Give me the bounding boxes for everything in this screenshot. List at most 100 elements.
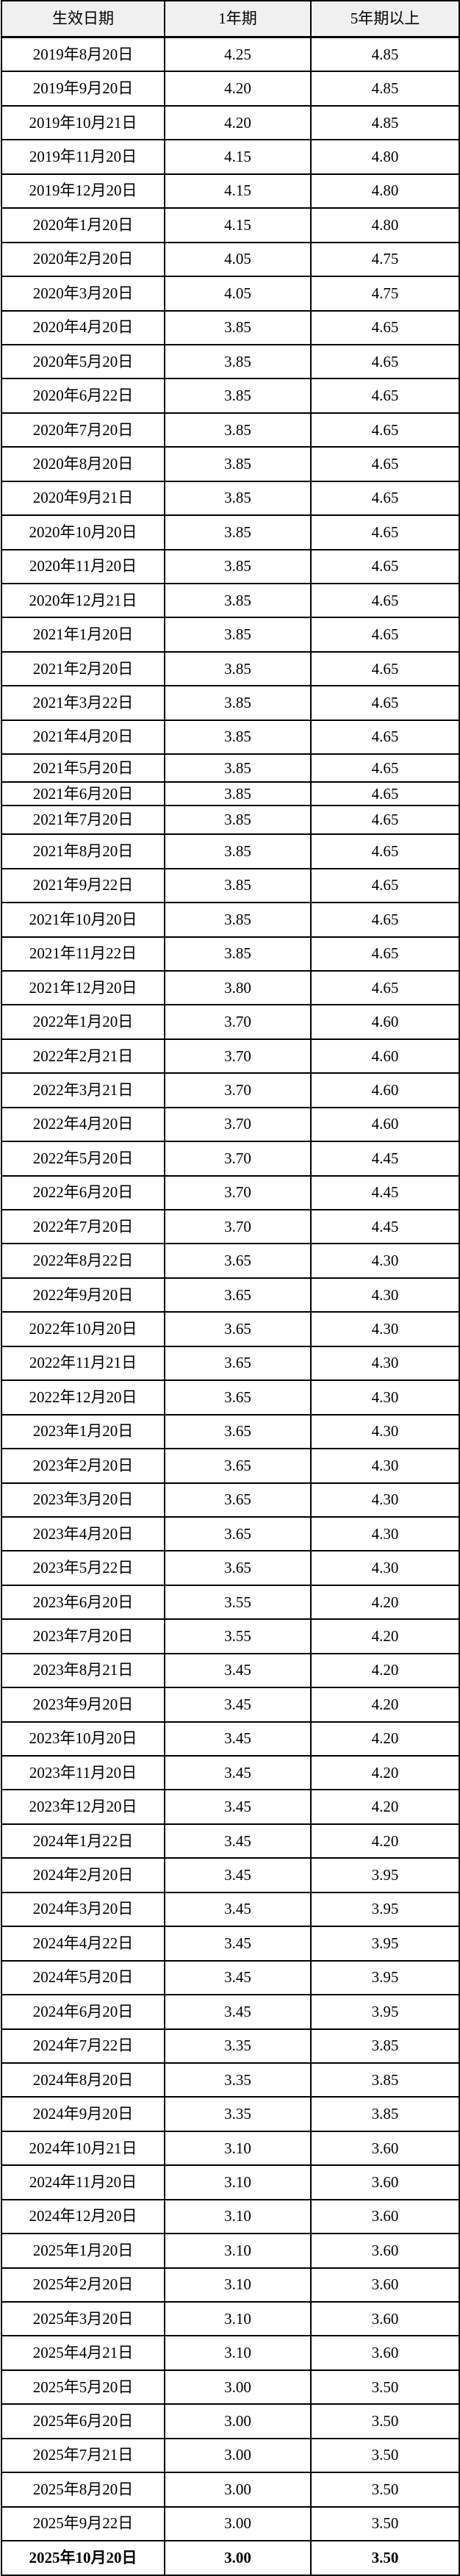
rate-5y-cell: 4.30 [371,1388,399,1406]
rate-1y-cell: 3.00 [165,2473,312,2506]
table-row: 2024年11月20日 3.10 3.60 [2,2166,459,2200]
rate-1y-cell: 3.55 [165,1585,312,1619]
date-cell: 2021年7月20日 [2,806,165,834]
date-cell: 2024年10月21日 [2,2131,165,2165]
table-row: 2022年3月21日 3.70 4.60 [2,1074,459,1108]
date-cell: 2021年4月20日 [2,720,165,754]
rate-1y-cell: 3.45 [165,1892,312,1926]
date-cell: 2021年10月20日 [2,903,165,936]
date-cell: 2021年2月20日 [2,652,165,686]
rate-5y-cell: 4.65 [371,523,399,541]
date-cell: 2022年1月20日 [2,1005,165,1038]
table-row: 2020年7月20日 3.85 4.65 [2,413,459,448]
rate-1y-cell: 3.85 [165,720,312,754]
rate-5y-cell: 4.30 [371,1456,399,1474]
rate-5y-cell: 4.75 [371,250,399,268]
rate-5y-cell: 4.30 [371,1252,399,1270]
table-row: 2022年5月20日 3.70 4.45 [2,1142,459,1177]
date-cell: 2022年7月20日 [2,1210,165,1244]
table-row: 2021年5月20日 3.85 4.65 [2,755,459,783]
rate-1y-cell: 3.70 [165,1210,312,1244]
date-cell: 2023年7月20日 [2,1620,165,1653]
table-row: 2019年8月20日 4.25 4.85 [2,38,459,73]
rate-5y-cell: 4.85 [371,45,399,63]
rate-1y-cell: 4.15 [165,174,312,208]
table-row: 2025年1月20日 3.10 3.60 [2,2234,459,2269]
table-row: 2024年1月22日 3.45 4.20 [2,1824,459,1859]
date-cell: 2022年4月20日 [2,1108,165,1141]
rate-1y-cell: 3.10 [165,2234,312,2267]
rate-5y-cell: 3.85 [371,2070,399,2089]
table-row: 2021年6月20日 3.85 4.65 [2,783,459,807]
date-cell: 2021年3月22日 [2,686,165,720]
rate-1y-cell: 3.10 [165,2268,312,2301]
date-cell: 2021年8月20日 [2,835,165,868]
rate-5y-cell: 4.30 [371,1490,399,1509]
rate-5y-cell: 4.75 [371,284,399,302]
rate-1y-cell: 3.65 [165,1551,312,1585]
date-cell: 2025年2月20日 [2,2268,165,2301]
rate-5y-cell: 4.30 [371,1559,399,1577]
date-cell: 2025年7月21日 [2,2439,165,2472]
table-row: 2021年9月22日 3.85 4.65 [2,869,459,904]
date-cell: 2020年8月20日 [2,448,165,481]
rate-5y-cell: 4.20 [371,1729,399,1748]
table-row: 2023年2月20日 3.65 4.30 [2,1449,459,1484]
rate-5y-cell: 3.95 [371,1900,399,1918]
table-row: 2025年10月20日 3.00 3.50 [2,2541,459,2575]
rate-5y-cell: 4.65 [371,784,399,803]
date-cell: 2020年9月21日 [2,481,165,515]
rate-1y-cell: 3.55 [165,1620,312,1653]
date-cell: 2019年11月20日 [2,140,165,173]
rate-1y-cell: 4.20 [165,106,312,140]
rate-5y-cell: 3.60 [371,2173,399,2191]
table-row: 2021年11月22日 3.85 4.65 [2,937,459,972]
rate-1y-cell: 3.85 [165,550,312,583]
rate-5y-cell: 4.20 [371,1626,399,1645]
table-row: 2022年4月20日 3.70 4.60 [2,1108,459,1143]
rate-5y-cell: 4.65 [371,758,399,777]
rate-5y-cell: 4.65 [371,591,399,609]
table-row: 2021年8月20日 3.85 4.65 [2,835,459,869]
date-cell: 2022年6月20日 [2,1176,165,1209]
rate-5y-cell: 4.30 [371,1285,399,1304]
rate-1y-cell: 3.10 [165,2166,312,2199]
table-row: 2019年11月20日 4.15 4.80 [2,140,459,175]
rate-1y-cell: 3.85 [165,835,312,868]
rate-1y-cell: 3.70 [165,1142,312,1175]
table-row: 2024年6月20日 3.45 3.95 [2,1995,459,2030]
rate-5y-cell: 3.50 [371,2378,399,2396]
table-row: 2023年7月20日 3.55 4.20 [2,1620,459,1654]
rate-5y-cell: 3.95 [371,1968,399,1987]
table-row: 2023年4月20日 3.65 4.30 [2,1517,459,1552]
rate-1y-cell: 3.45 [165,1961,312,1995]
date-cell: 2021年9月22日 [2,869,165,903]
table-row: 2022年1月20日 3.70 4.60 [2,1005,459,1040]
date-cell: 2019年9月20日 [2,72,165,105]
rate-1y-cell: 3.65 [165,1483,312,1516]
date-cell: 2024年2月20日 [2,1859,165,1892]
rate-5y-cell: 4.65 [371,944,399,963]
table-row: 2024年4月22日 3.45 3.95 [2,1927,459,1962]
table-row: 2024年7月22日 3.35 3.85 [2,2029,459,2064]
date-cell: 2023年5月22日 [2,1551,165,1585]
rate-1y-cell: 3.85 [165,481,312,515]
rate-5y-cell: 4.65 [371,728,399,746]
rate-5y-cell: 4.45 [371,1183,399,1202]
date-cell: 2020年1月20日 [2,209,165,242]
table-row: 2023年1月20日 3.65 4.30 [2,1415,459,1450]
date-cell: 2020年4月20日 [2,311,165,344]
rate-1y-cell: 3.45 [165,1995,312,2028]
rate-1y-cell: 3.70 [165,1039,312,1073]
date-cell: 2024年8月20日 [2,2063,165,2097]
rate-1y-cell: 3.85 [165,516,312,549]
table-row: 2022年6月20日 3.70 4.45 [2,1176,459,1210]
date-cell: 2024年12月20日 [2,2200,165,2234]
date-cell: 2022年9月20日 [2,1278,165,1312]
table-row: 2024年12月20日 3.10 3.60 [2,2200,459,2235]
table-row: 2022年9月20日 3.65 4.30 [2,1278,459,1313]
table-row: 2022年12月20日 3.65 4.30 [2,1381,459,1416]
rate-1y-cell: 3.00 [165,2370,312,2404]
rate-1y-cell: 3.65 [165,1415,312,1449]
rate-1y-cell: 3.10 [165,2303,312,2336]
